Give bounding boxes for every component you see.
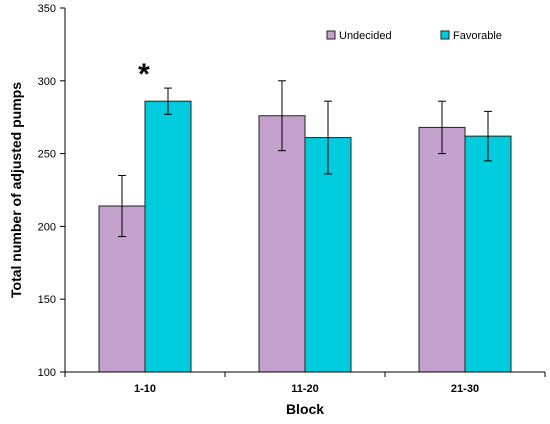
bar-favorable-21-30	[464, 135, 512, 373]
x-tick-label: 1-10	[134, 383, 156, 395]
legend-label-undecided: Undecided	[339, 30, 392, 42]
y-tick-label: 100	[38, 367, 56, 379]
bar-favorable-11-20	[304, 137, 352, 373]
bar-undecided-21-30	[418, 126, 466, 373]
y-tick-label: 250	[38, 149, 56, 161]
error-bars	[118, 80, 492, 238]
y-axis-ticks: 100 150 200 250 300 350	[38, 3, 65, 379]
x-tick-label: 11-20	[291, 383, 319, 395]
legend-label-favorable: Favorable	[453, 30, 502, 42]
x-axis-ticks: 1-10 11-20 21-30	[64, 372, 546, 395]
y-tick-label: 150	[38, 294, 56, 306]
y-tick-label: 350	[38, 3, 56, 15]
legend: Undecided Favorable	[326, 30, 502, 42]
legend-swatch-favorable	[440, 30, 450, 40]
y-tick-label: 300	[38, 76, 56, 88]
bar-favorable-1-10	[144, 100, 192, 373]
bar-undecided-11-20	[258, 115, 306, 373]
significance-annotation: *	[138, 58, 150, 91]
annotations: *	[138, 58, 150, 91]
x-axis-title: Block	[286, 401, 324, 417]
bars	[98, 100, 512, 373]
legend-swatch-undecided	[326, 30, 336, 40]
y-axis-title: Total number of adjusted pumps	[8, 82, 24, 298]
x-tick-label: 21-30	[451, 383, 479, 395]
y-tick-label: 200	[38, 221, 56, 233]
